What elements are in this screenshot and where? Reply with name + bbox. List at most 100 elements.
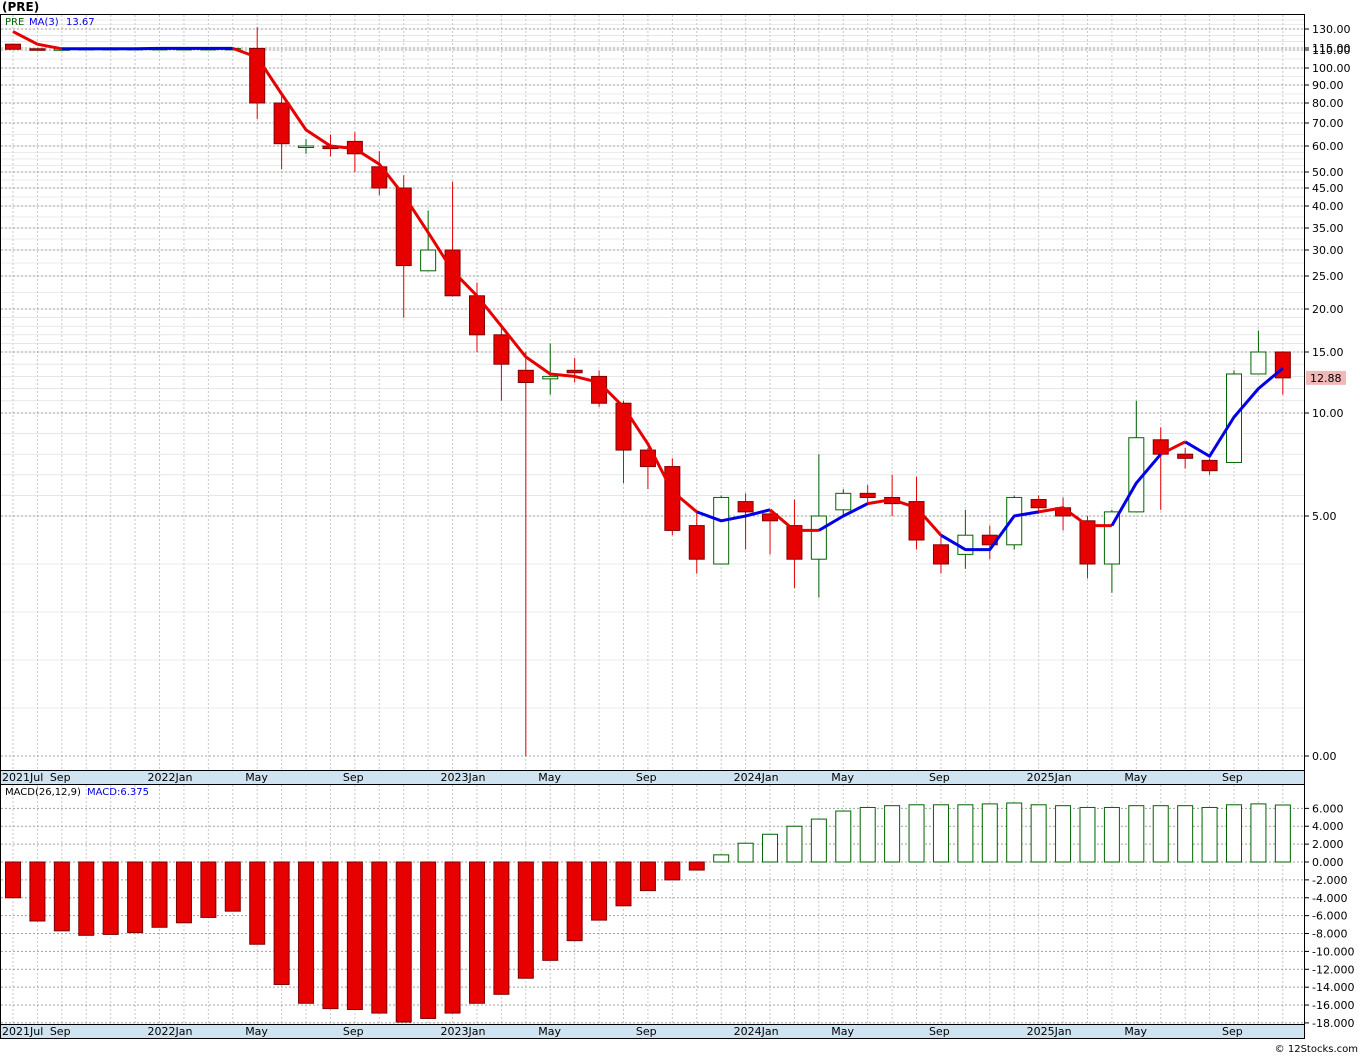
- macd-bar: [835, 810, 852, 863]
- candle-body: [737, 501, 754, 513]
- macd-tick-label: 0.000: [1312, 856, 1344, 869]
- price-tick-label: 60.00: [1312, 140, 1344, 153]
- macd-bar: [249, 861, 266, 945]
- price-tick-label: 110.00: [1312, 44, 1351, 57]
- candle-body: [273, 102, 290, 145]
- x-axis-top: 2021Jul Sep 2022Jan May Sep 2023Jan May Sep 2024…: [2, 771, 1243, 784]
- ma3-segment: [696, 508, 771, 523]
- candle-body: [1201, 459, 1218, 472]
- candle-body: [1030, 499, 1047, 509]
- x-tick-label: 2024Jan: [734, 1025, 779, 1038]
- macd-tick-label: -14.000: [1312, 981, 1354, 994]
- price-tick-label: 10.00: [1312, 407, 1344, 420]
- x-tick-label: May: [245, 1025, 268, 1038]
- x-tick-label: May: [831, 1025, 854, 1038]
- macd-bar: [102, 861, 119, 935]
- macd-tick-label: -12.000: [1312, 963, 1354, 976]
- macd-bar: [322, 861, 339, 1010]
- watermark: © 12Stocks.com: [1275, 1044, 1358, 1055]
- price-tick-label: 130.00: [1312, 23, 1351, 36]
- legend-ticker: PRE: [5, 17, 24, 28]
- macd-tick-label: -8.000: [1312, 928, 1347, 941]
- macd-y-axis: 6.000 4.000 2.000 0.000 -2.000 -4.000 -6.000 -8…: [1304, 802, 1354, 1030]
- macd-bar: [1250, 803, 1267, 863]
- macd-bar: [1103, 806, 1120, 863]
- price-tick-label: 15.00: [1312, 346, 1344, 359]
- macd-tick-label: -4.000: [1312, 892, 1347, 905]
- price-tick-label: 115.00: [1312, 42, 1351, 55]
- x-tick-label: 2025Jan: [1027, 1025, 1072, 1038]
- candle-body: [1006, 496, 1023, 546]
- macd-bar: [713, 854, 730, 863]
- ma3-segment: [1184, 367, 1284, 458]
- legend-ma-label: MA(3): [29, 17, 59, 28]
- x-tick-label: Sep: [50, 771, 71, 784]
- macd-bar: [786, 825, 803, 863]
- macd-bar: [1128, 805, 1145, 863]
- macd-bar: [1055, 805, 1072, 863]
- macd-grid: [1, 785, 1304, 1024]
- candle-body: [493, 334, 510, 365]
- x-tick-label: May: [245, 771, 268, 784]
- macd-tick-label: -18.000: [1312, 1017, 1354, 1030]
- macd-bar: [1030, 804, 1047, 863]
- x-axis-bottom: 2021Jul Sep 2022Jan May Sep 2023Jan May Sep 2024…: [2, 1025, 1243, 1038]
- macd-bar: [591, 861, 608, 921]
- candle-body: [566, 369, 583, 374]
- macd-bar: [688, 861, 705, 871]
- macd-bar: [884, 805, 901, 863]
- x-tick-label: May: [831, 771, 854, 784]
- candle-body: [371, 166, 388, 189]
- ma3-segment: [769, 508, 819, 532]
- x-tick-label: 2023Jan: [441, 771, 486, 784]
- macd-bar: [1079, 806, 1096, 863]
- x-tick-label: May: [538, 1025, 561, 1038]
- macd-bar: [932, 804, 949, 863]
- x-tick-label: Sep: [929, 771, 950, 784]
- macd-tick-label: 6.000: [1312, 802, 1344, 815]
- macd-tick-label: 2.000: [1312, 838, 1344, 851]
- ma3-segment: [1038, 506, 1112, 528]
- price-tick-label: 70.00: [1312, 117, 1344, 130]
- candle-body: [810, 515, 827, 560]
- macd-bar: [175, 861, 192, 924]
- macd-bar: [53, 861, 70, 932]
- x-tick-label: Sep: [636, 771, 657, 784]
- candle-body: [615, 402, 632, 451]
- chart-title: (PRE): [2, 0, 39, 14]
- x-axis-strip-bottom: [0, 1024, 1305, 1039]
- macd-bar: [542, 861, 559, 961]
- candle-body: [420, 249, 437, 272]
- candle-body: [1103, 511, 1120, 565]
- macd-bar: [5, 861, 21, 899]
- candle-body: [542, 375, 559, 380]
- macd-bar: [273, 861, 290, 985]
- macd-bar: [1274, 804, 1291, 863]
- ma3-segment: [1110, 453, 1162, 527]
- price-tick-label: 25.00: [1312, 270, 1344, 283]
- ma3-line: [12, 30, 1284, 552]
- x-tick-label: Sep: [343, 771, 364, 784]
- macd-bar: [371, 861, 388, 1014]
- price-panel: [0, 14, 1305, 771]
- macd-bar: [566, 861, 583, 942]
- macd-bar: [420, 861, 437, 1019]
- macd-bar: [298, 861, 315, 1004]
- price-tick-label: 40.00: [1312, 200, 1344, 213]
- ma3-segment: [12, 30, 63, 51]
- price-tick-label: 5.00: [1312, 510, 1337, 523]
- macd-bar: [810, 818, 827, 863]
- x-tick-label: Sep: [343, 1025, 364, 1038]
- candle-body: [517, 369, 534, 383]
- ma3-segment: [1160, 440, 1186, 456]
- macd-legend-value: MACD:6.375: [87, 787, 149, 798]
- x-tick-label: Sep: [50, 1025, 71, 1038]
- macd-bar: [1226, 804, 1242, 863]
- x-tick-label: 2024Jan: [734, 771, 779, 784]
- ma3-segment: [867, 498, 943, 537]
- macd-bar: [200, 861, 217, 918]
- macd-bar: [859, 806, 876, 863]
- macd-bar: [78, 861, 95, 936]
